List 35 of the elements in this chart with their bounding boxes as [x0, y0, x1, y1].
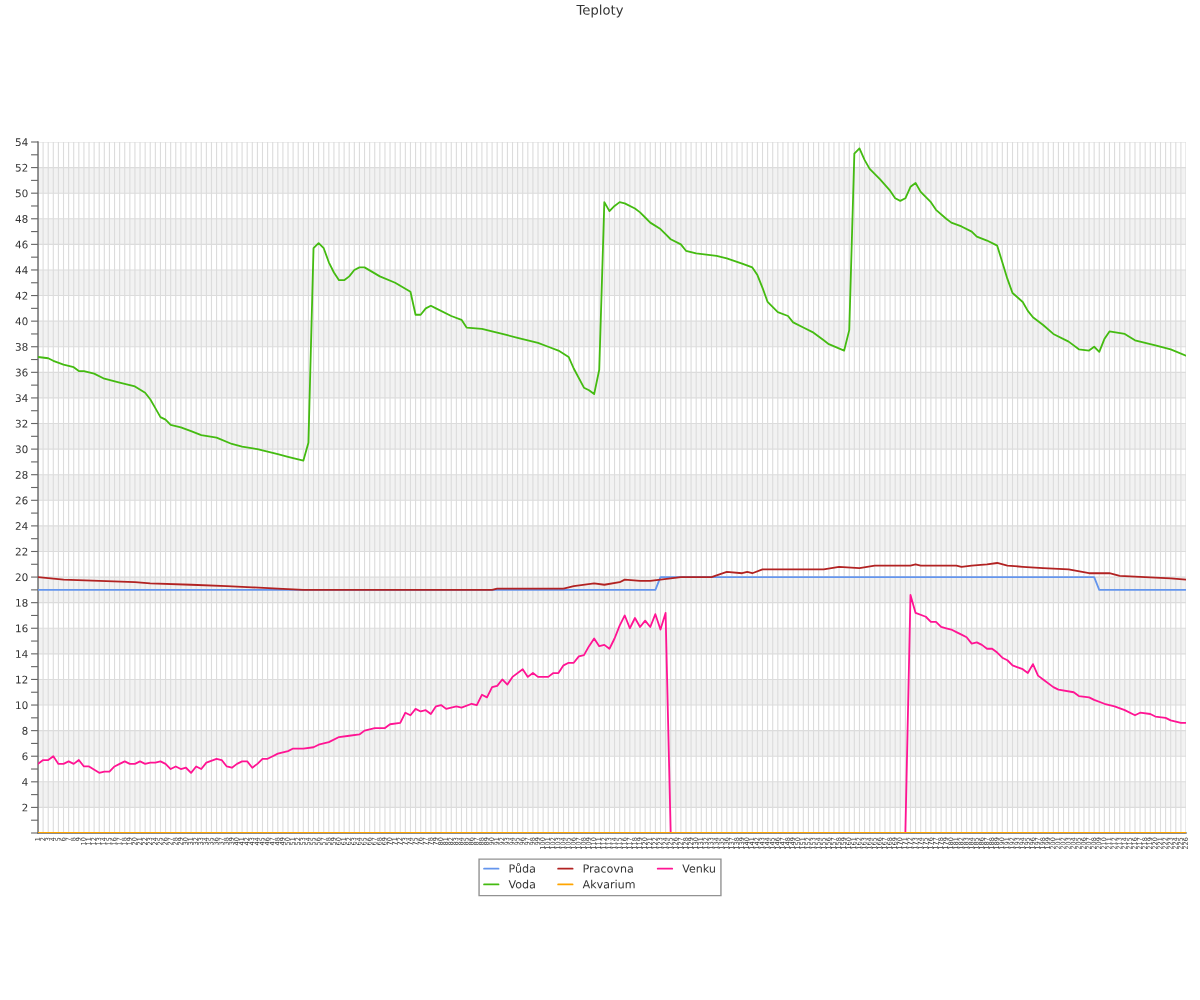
y-tick-label: 6: [22, 752, 28, 761]
y-tick-label: 32: [15, 419, 28, 428]
y-tick-label: 8: [22, 726, 28, 735]
y-tick-label: 40: [15, 317, 28, 326]
y-tick-label: 24: [15, 522, 28, 530]
y-tick-label: 2: [22, 803, 28, 812]
y-tick-label: 34: [15, 394, 28, 403]
y-tick-label: 38: [15, 342, 28, 351]
y-tick-label: 10: [16, 701, 28, 710]
y-tick-label: 28: [15, 470, 28, 479]
y-tick-label: 4: [22, 778, 28, 786]
y-tick-label: 18: [16, 598, 28, 607]
y-tick-label: 16: [16, 624, 28, 633]
y-tick-label: 22: [15, 547, 28, 556]
legend-label: Pracovna: [583, 864, 633, 873]
y-tick-label: 46: [15, 240, 28, 249]
legend-label: Půda: [509, 863, 535, 873]
y-tick-label: 12: [16, 675, 28, 684]
line-series: [38, 562, 1186, 591]
y-tick-label: 30: [15, 445, 28, 454]
legend-label: Voda: [508, 879, 535, 889]
y-tick-label: 48: [15, 215, 28, 223]
y-tick-label: 52: [15, 163, 28, 172]
y-tick-label: 50: [15, 189, 28, 198]
y-tick-label: 54: [15, 138, 28, 147]
y-tick-label: 26: [15, 496, 28, 505]
legend-label: Akvarium: [582, 879, 635, 889]
legend-label: Venku: [682, 864, 715, 873]
line-series: [38, 147, 1186, 462]
y-tick-label: 44: [15, 266, 28, 274]
y-tick-label: 20: [15, 573, 28, 582]
y-tick-label: 36: [15, 368, 28, 377]
chart-title: Teploty: [576, 4, 624, 18]
y-tick-label: 42: [15, 291, 28, 300]
y-tick-label: 14: [16, 650, 28, 658]
